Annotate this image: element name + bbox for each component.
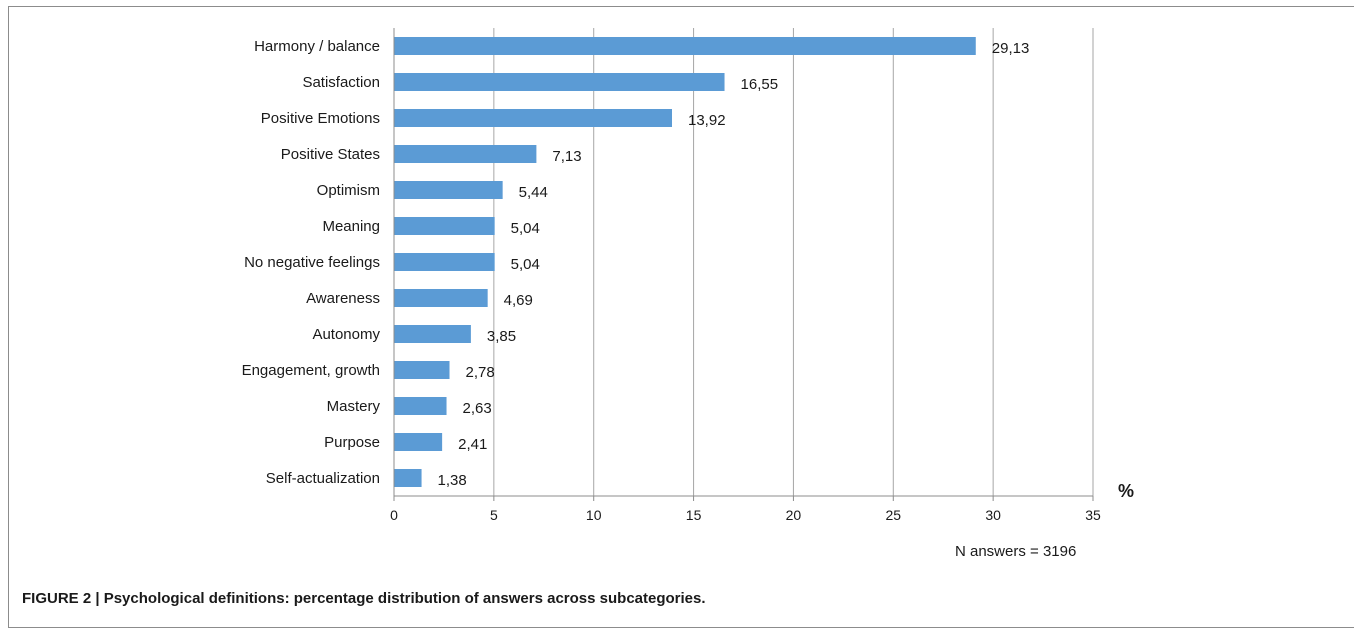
category-label: Awareness	[306, 290, 380, 307]
data-label: 1,38	[438, 472, 467, 489]
category-label: Satisfaction	[302, 74, 380, 91]
data-label: 13,92	[688, 112, 726, 129]
data-label: 5,44	[519, 184, 548, 201]
x-tick-label: 25	[885, 507, 901, 523]
category-label: Self-actualization	[266, 470, 380, 487]
category-label: Positive Emotions	[261, 110, 380, 127]
bar	[394, 37, 976, 55]
data-label: 2,78	[466, 364, 495, 381]
data-label: 5,04	[511, 256, 540, 273]
data-label: 2,41	[458, 436, 487, 453]
value-labels: 29,13 16,55 13,92 7,13 5,44 5,04 5,04 4,69 3,85 2…	[438, 40, 1030, 489]
bar	[394, 289, 488, 307]
data-label: 7,13	[552, 148, 581, 165]
category-label: No negative feelings	[244, 254, 380, 271]
x-tick-label: 5	[490, 507, 498, 523]
category-label: Purpose	[324, 434, 380, 451]
bar	[394, 469, 422, 487]
bar	[394, 145, 537, 163]
x-axis-unit: %	[1118, 481, 1134, 501]
bar	[394, 361, 450, 379]
grid-lines	[493, 28, 1094, 496]
category-label: Autonomy	[312, 326, 380, 343]
category-label: Harmony / balance	[254, 38, 380, 55]
bar	[394, 217, 495, 235]
x-tick-label: 15	[686, 507, 702, 523]
category-label: Engagement, growth	[242, 362, 380, 379]
data-label: 16,55	[741, 76, 779, 93]
data-label: 2,63	[463, 400, 492, 417]
category-label: Meaning	[322, 218, 380, 235]
bar	[394, 181, 503, 199]
bars	[394, 37, 976, 487]
figure-frame	[8, 6, 1354, 628]
data-label: 3,85	[487, 328, 516, 345]
x-tick-label: 10	[586, 507, 602, 523]
data-label: 5,04	[511, 220, 540, 237]
category-label: Mastery	[327, 398, 381, 415]
bar	[394, 253, 495, 271]
category-labels: Harmony / balance Satisfaction Positive Em…	[242, 38, 381, 487]
bar	[394, 397, 447, 415]
x-tick-label: 35	[1085, 507, 1101, 523]
bar	[394, 325, 471, 343]
x-tick-label: 20	[786, 507, 802, 523]
bar	[394, 73, 725, 91]
x-tick-label: 0	[390, 507, 398, 523]
category-label: Optimism	[317, 182, 380, 199]
bar	[394, 109, 673, 127]
sample-size-note: N answers = 3196	[955, 543, 1077, 560]
bar	[394, 433, 443, 451]
x-tick-label: 30	[985, 507, 1001, 523]
data-label: 4,69	[504, 292, 533, 309]
category-label: Positive States	[281, 146, 380, 163]
data-label: 29,13	[992, 40, 1030, 57]
x-axis: 0 5 10 15 20 25 30 35	[390, 28, 1101, 523]
figure-caption: FIGURE 2 | Psychological definitions: pe…	[22, 590, 706, 607]
